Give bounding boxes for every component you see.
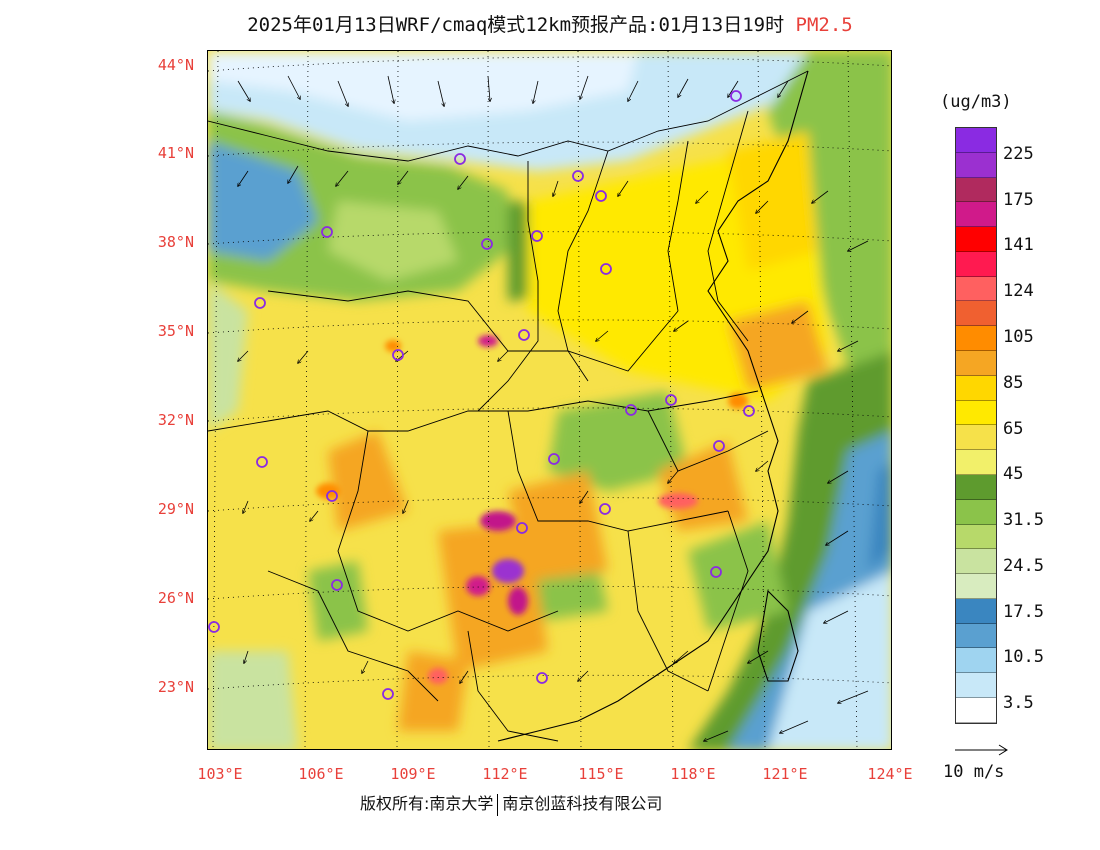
colorbar-label: 141 <box>1003 235 1034 256</box>
colorbar-swatch <box>956 301 996 327</box>
colorbar-swatch <box>956 474 996 500</box>
monitoring-stations <box>208 90 755 700</box>
colorbar-label: 65 <box>1003 418 1024 439</box>
colorbar-label: 45 <box>1003 464 1024 485</box>
pm25-map[interactable] <box>207 50 892 750</box>
colorbar-swatch <box>956 400 996 426</box>
colorbar-swatch <box>956 177 996 203</box>
colorbar-unit: (ug/m3) <box>940 92 1012 112</box>
colorbar-label: 10.5 <box>1003 647 1044 668</box>
province-boundaries <box>208 70 809 742</box>
pollutant-label: PM2.5 <box>795 14 853 36</box>
colorbar-swatch <box>956 375 996 401</box>
colorbar-swatch <box>956 623 996 649</box>
concentration-field <box>208 51 891 749</box>
lat-label-32n: 32°N <box>157 411 194 429</box>
colorbar-swatch <box>956 251 996 277</box>
lat-label-44n: 44°N <box>157 56 194 74</box>
colorbar-swatch <box>956 227 996 252</box>
colorbar-label: 175 <box>1003 189 1034 210</box>
colorbar-swatch <box>956 697 996 723</box>
lat-label-29n: 29°N <box>157 500 194 518</box>
coastline <box>497 70 809 742</box>
colorbar-swatch <box>956 648 996 674</box>
colorbar-swatch <box>956 598 996 624</box>
map-canvas <box>208 51 891 749</box>
colorbar-label: 31.5 <box>1003 510 1044 531</box>
lon-label-121e: 121°E <box>762 765 808 783</box>
lon-label-124e: 124°E <box>867 765 913 783</box>
colorbar-label: 3.5 <box>1003 693 1034 714</box>
copyright-left: 版权所有:南京大学 <box>360 794 494 813</box>
colorbar-label: 85 <box>1003 372 1024 393</box>
colorbar-swatch <box>956 524 996 550</box>
lon-label-115e: 115°E <box>578 765 624 783</box>
colorbar-swatch <box>956 326 996 352</box>
colorbar-label: 24.5 <box>1003 555 1044 576</box>
lat-label-38n: 38°N <box>157 233 194 251</box>
colorbar-swatch <box>956 499 996 525</box>
colorbar-swatch <box>956 673 996 698</box>
lon-label-103e: 103°E <box>197 765 243 783</box>
lat-label-41n: 41°N <box>157 144 194 162</box>
lat-label-23n: 23°N <box>157 678 194 696</box>
footer-separator <box>497 793 499 816</box>
title-text: 2025年01月13日WRF/cmaq模式12km预报产品:01月13日19时 <box>247 14 785 36</box>
colorbar-swatch <box>956 450 996 475</box>
colorbar-swatch <box>956 549 996 575</box>
colorbar-swatch <box>956 128 996 153</box>
colorbar-swatch <box>956 152 996 178</box>
lon-label-112e: 112°E <box>482 765 528 783</box>
colorbar-label: 225 <box>1003 143 1034 164</box>
colorbar-swatch <box>956 425 996 451</box>
lon-label-118e: 118°E <box>670 765 716 783</box>
lat-label-35n: 35°N <box>157 322 194 340</box>
colorbar <box>955 127 997 724</box>
colorbar-swatch <box>956 351 996 376</box>
lon-label-109e: 109°E <box>390 765 436 783</box>
lat-label-26n: 26°N <box>157 589 194 607</box>
lon-label-106e: 106°E <box>298 765 344 783</box>
copyright-right: 南京创蓝科技有限公司 <box>502 794 663 813</box>
colorbar-swatch <box>956 574 996 599</box>
colorbar-swatch <box>956 276 996 302</box>
wind-reference-arrow <box>955 744 1008 756</box>
colorbar-swatch <box>956 202 996 228</box>
colorbar-label: 17.5 <box>1003 601 1044 622</box>
colorbar-label: 124 <box>1003 281 1034 302</box>
wind-reference-label: 10 m/s <box>943 762 1005 782</box>
wind-vectors <box>238 75 869 741</box>
copyright-footer: 版权所有:南京大学 南京创蓝科技有限公司 <box>360 790 662 816</box>
colorbar-label: 105 <box>1003 326 1034 347</box>
map-title: 2025年01月13日WRF/cmaq模式12km预报产品:01月13日19时 … <box>0 10 1100 37</box>
